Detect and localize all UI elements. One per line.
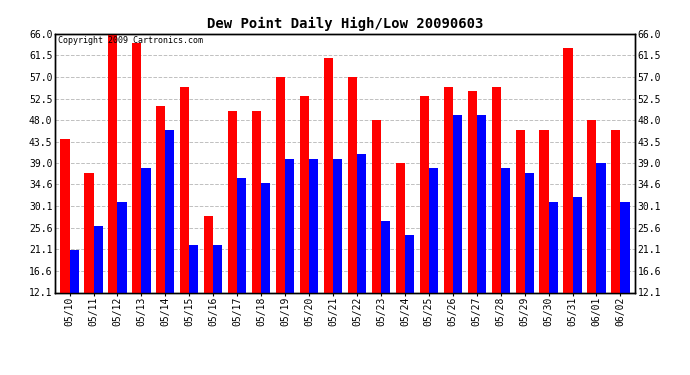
Bar bbox=[237, 178, 246, 292]
Bar bbox=[156, 106, 166, 292]
Bar bbox=[132, 44, 141, 292]
Bar bbox=[70, 250, 79, 292]
Bar bbox=[189, 245, 199, 292]
Bar bbox=[166, 130, 175, 292]
Bar bbox=[524, 173, 534, 292]
Bar bbox=[564, 48, 573, 292]
Bar bbox=[213, 245, 222, 292]
Bar bbox=[300, 96, 309, 292]
Bar bbox=[357, 154, 366, 292]
Bar bbox=[477, 116, 486, 292]
Bar bbox=[620, 202, 629, 292]
Bar bbox=[540, 130, 549, 292]
Bar bbox=[84, 173, 94, 292]
Title: Dew Point Daily High/Low 20090603: Dew Point Daily High/Low 20090603 bbox=[207, 17, 483, 31]
Bar bbox=[117, 202, 126, 292]
Bar bbox=[285, 159, 294, 292]
Bar bbox=[444, 87, 453, 292]
Bar bbox=[180, 87, 189, 292]
Bar bbox=[468, 92, 477, 292]
Bar bbox=[491, 87, 501, 292]
Bar bbox=[453, 116, 462, 292]
Bar bbox=[262, 183, 270, 292]
Bar bbox=[611, 130, 620, 292]
Bar bbox=[515, 130, 524, 292]
Bar bbox=[428, 168, 438, 292]
Bar bbox=[228, 111, 237, 292]
Bar bbox=[381, 221, 390, 292]
Bar bbox=[396, 164, 405, 292]
Bar bbox=[276, 77, 285, 292]
Bar bbox=[596, 164, 606, 292]
Bar bbox=[252, 111, 262, 292]
Bar bbox=[420, 96, 428, 292]
Bar bbox=[61, 140, 70, 292]
Bar bbox=[204, 216, 213, 292]
Bar bbox=[549, 202, 558, 292]
Bar bbox=[324, 58, 333, 292]
Bar bbox=[587, 120, 596, 292]
Bar bbox=[108, 34, 117, 292]
Bar bbox=[501, 168, 510, 292]
Text: Copyright 2009 Cartronics.com: Copyright 2009 Cartronics.com bbox=[58, 36, 203, 45]
Bar bbox=[333, 159, 342, 292]
Bar bbox=[372, 120, 381, 292]
Bar bbox=[94, 226, 103, 292]
Bar bbox=[141, 168, 150, 292]
Bar bbox=[309, 159, 318, 292]
Bar bbox=[405, 236, 414, 292]
Bar bbox=[573, 197, 582, 292]
Bar bbox=[348, 77, 357, 292]
